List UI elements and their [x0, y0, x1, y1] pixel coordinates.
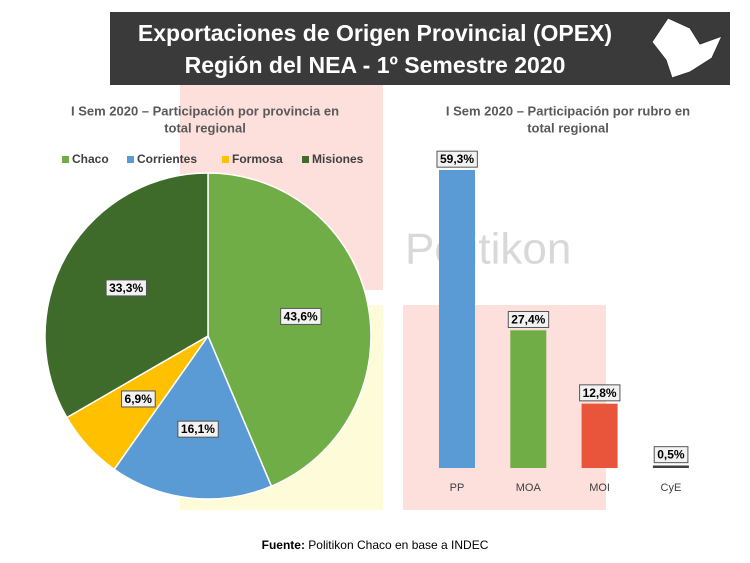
data-label-box [653, 446, 689, 464]
data-label-box [121, 390, 156, 408]
legend-label: Corrientes [137, 152, 197, 166]
legend-label: Chaco [72, 152, 109, 166]
data-label: 43,6% [284, 309, 318, 323]
data-label-box [507, 310, 550, 328]
data-label: 0,5% [657, 448, 685, 462]
data-label-box [436, 150, 478, 168]
chart-title: I Sem 2020 – Participación por provincia… [71, 103, 339, 118]
legend-label: Misiones [312, 152, 364, 166]
chart-title: I Sem 2020 – Participación por rubro en [446, 103, 690, 118]
pie-slice [113, 334, 273, 500]
legend-swatch [222, 156, 229, 163]
title: Exportaciones de Origen Provincial (OPEX… [138, 20, 612, 46]
chart-title: total regional [527, 120, 609, 135]
data-label-box [579, 384, 621, 402]
data-label: 12,8% [583, 386, 617, 400]
legend-swatch [302, 156, 309, 163]
x-tick-label: PP [450, 482, 465, 494]
legend-swatch [62, 156, 69, 163]
bg-decor [403, 305, 606, 510]
bar [652, 465, 689, 468]
data-label: 59,3% [440, 152, 474, 166]
source: Fuente: Politikon Chaco en base a INDEC [262, 538, 489, 552]
legend-swatch [127, 156, 134, 163]
source-label: Fuente: [262, 538, 305, 552]
data-label-box [177, 420, 219, 438]
data-label: 16,1% [181, 422, 215, 436]
bar [581, 403, 618, 468]
x-tick-label: MOA [516, 482, 542, 494]
x-tick-label: MOI [589, 482, 610, 494]
x-tick-label: CyE [661, 482, 682, 494]
source-text: Politikon Chaco en base a INDEC [308, 538, 488, 552]
charts: I Sem 2020 – Participación por provincia… [44, 103, 690, 500]
pie-slice [207, 172, 372, 488]
legend-label: Formosa [232, 152, 283, 166]
bar [439, 170, 475, 468]
data-label-box [105, 279, 147, 297]
bar [510, 330, 547, 468]
map-icon [651, 17, 723, 79]
data-label: 6,9% [125, 392, 153, 406]
watermark: Politikon [405, 225, 571, 274]
header-band [110, 12, 730, 85]
title: Región del NEA - 1º Semestre 2020 [185, 52, 566, 78]
data-label: 27,4% [511, 312, 545, 326]
data-label-box [280, 307, 322, 325]
data-label: 33,3% [109, 281, 143, 295]
chart-title: total regional [164, 120, 246, 135]
